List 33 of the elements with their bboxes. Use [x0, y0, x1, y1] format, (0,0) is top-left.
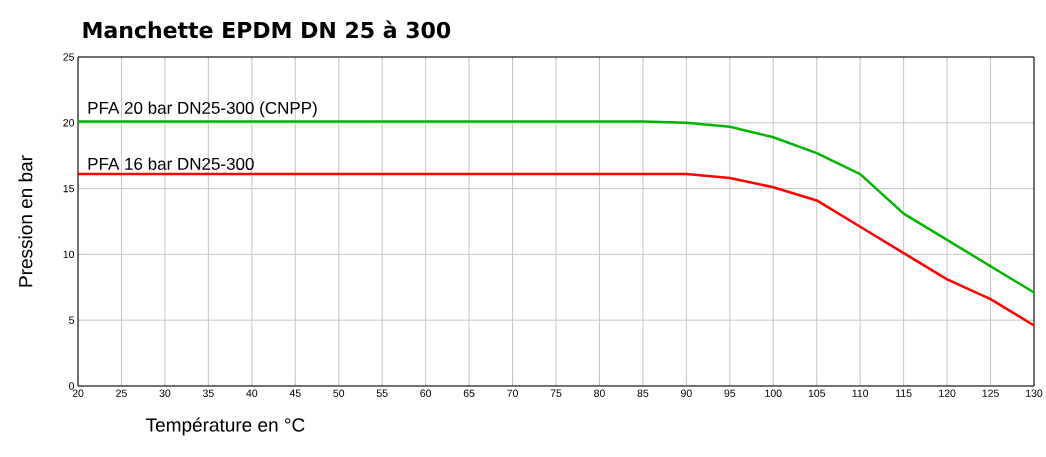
x-tick-label: 105 [808, 389, 826, 397]
y-tick-label: 15 [63, 184, 75, 193]
x-tick-label: 115 [896, 389, 912, 397]
x-tick-label: 95 [724, 389, 736, 397]
x-tick-label: 55 [376, 389, 388, 397]
series-label: PFA 16 bar DN25-300 [88, 157, 254, 170]
x-tick-label: 25 [116, 389, 127, 397]
x-tick-label: 45 [289, 389, 301, 397]
x-tick-label: 110 [852, 389, 869, 397]
y-tick-label: 0 [69, 382, 75, 390]
x-tick-label: 90 [681, 389, 692, 397]
y-axis-title: Pression en bar [18, 155, 33, 287]
x-tick-label: 35 [202, 389, 214, 397]
x-tick-label: 75 [550, 389, 562, 397]
series-label: PFA 20 bar DN25-300 (CNPP) [88, 101, 317, 118]
x-tick-label: 30 [159, 389, 171, 397]
x-axis-title: Température en °C [146, 417, 305, 436]
x-tick-label: 70 [507, 389, 518, 397]
x-tick-label: 40 [246, 389, 258, 397]
y-tick-label: 10 [63, 250, 75, 259]
x-tick-label: 125 [982, 389, 999, 397]
x-tick-label: 85 [637, 389, 649, 397]
x-tick-label: 120 [939, 389, 956, 397]
x-tick-label: 130 [1026, 389, 1043, 397]
y-tick-label: 20 [63, 119, 75, 127]
y-tick-label: 25 [63, 53, 75, 61]
y-tick-label: 5 [69, 316, 75, 324]
x-tick-label: 100 [765, 389, 782, 397]
x-tick-label: 80 [594, 389, 605, 397]
chart-title: Manchette EPDM DN 25 à 300 [83, 20, 451, 39]
x-tick-label: 60 [420, 389, 432, 397]
x-tick-label: 65 [463, 389, 475, 397]
x-tick-label: 50 [333, 389, 345, 397]
